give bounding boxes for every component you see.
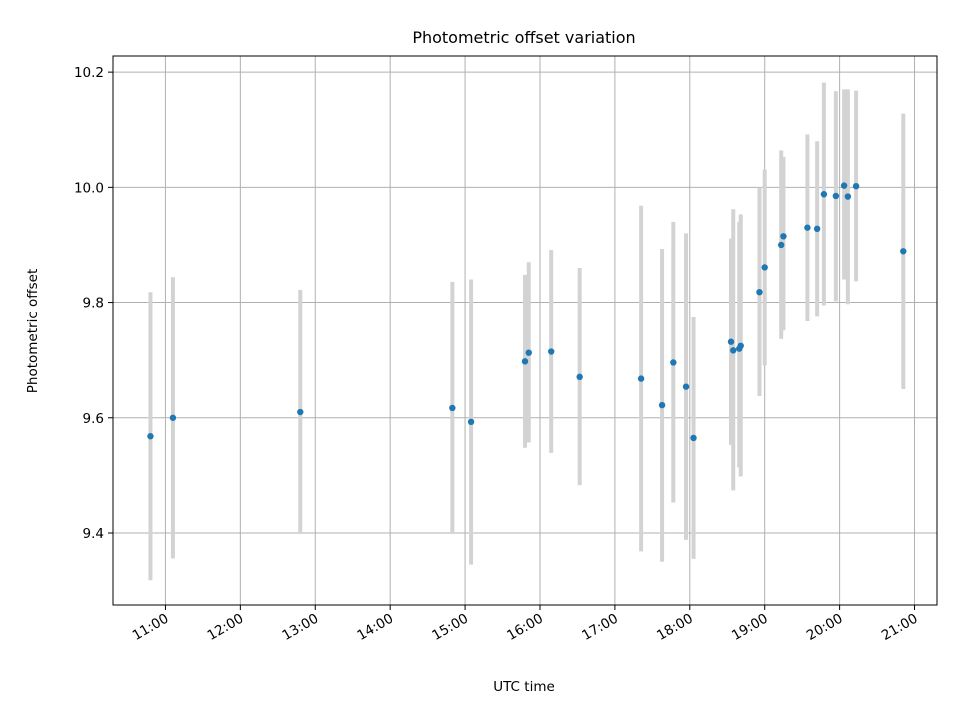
- data-point: [690, 434, 697, 442]
- data-point: [780, 233, 787, 240]
- data-point: [737, 342, 744, 349]
- tick-layer: 11:00 12:00 13:00 14:00 15:00 16:00 17:00 18:00…: [74, 65, 921, 644]
- data-point: [840, 182, 848, 189]
- y-tick-label: 9.4: [83, 526, 104, 542]
- data-point: [777, 241, 785, 249]
- data-point: [832, 192, 840, 200]
- y-tick-label: 9.6: [83, 411, 104, 427]
- x-tick-label: 16:00: [504, 611, 546, 644]
- chart-title: Photometric offset variation: [412, 28, 635, 47]
- data-point: [297, 408, 304, 416]
- data-point: [467, 418, 475, 426]
- data-point: [682, 383, 690, 390]
- data-point-layer: [147, 182, 907, 442]
- data-point: [147, 433, 154, 440]
- y-tick-label: 9.8: [83, 296, 104, 312]
- data-point: [658, 401, 666, 409]
- y-tick-label: 10.0: [74, 180, 104, 196]
- data-point: [576, 373, 583, 381]
- x-tick-label: 20:00: [804, 611, 846, 644]
- x-tick-label: 13:00: [280, 611, 322, 644]
- x-axis-label: UTC time: [493, 679, 555, 695]
- x-tick-label: 18:00: [654, 611, 696, 644]
- error-bar-layer: [148, 82, 906, 581]
- data-point: [727, 338, 735, 345]
- data-point: [820, 191, 828, 198]
- data-point: [900, 248, 907, 255]
- data-point: [525, 349, 532, 356]
- data-point: [449, 404, 456, 412]
- data-point: [637, 375, 645, 382]
- data-point: [670, 359, 677, 366]
- plot-frame: [112, 55, 938, 606]
- data-point: [548, 348, 555, 355]
- data-point: [521, 358, 529, 365]
- data-point: [852, 182, 860, 190]
- data-point: [844, 193, 852, 200]
- y-axis-label: Photometric offset: [25, 269, 41, 393]
- x-tick-label: 14:00: [354, 611, 396, 644]
- y-tick-label: 10.2: [74, 65, 104, 81]
- data-point: [730, 347, 737, 354]
- data-point: [761, 264, 768, 271]
- data-point: [756, 288, 763, 296]
- data-point: [813, 225, 821, 233]
- data-point: [169, 414, 177, 421]
- x-tick-label: 19:00: [729, 611, 771, 644]
- x-tick-label: 21:00: [879, 611, 921, 644]
- x-tick-label: 17:00: [579, 611, 621, 644]
- data-point: [804, 224, 811, 231]
- x-tick-label: 11:00: [130, 611, 172, 644]
- x-tick-label: 15:00: [429, 611, 471, 644]
- x-tick-label: 12:00: [205, 611, 247, 644]
